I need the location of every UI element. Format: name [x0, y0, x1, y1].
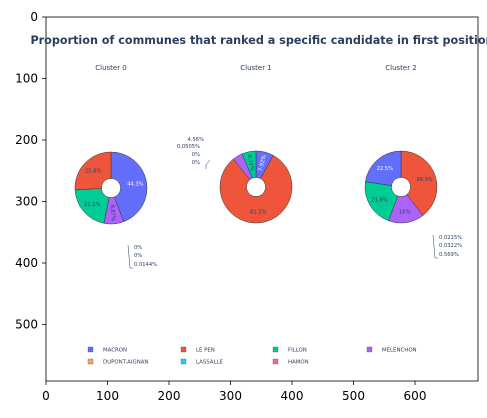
cluster-1-title: Cluster 1	[240, 64, 272, 72]
callout-label: 0.0505%	[177, 144, 200, 150]
legend-swatch-le-pen	[180, 346, 187, 353]
callouts-cluster-2: 0.0215% 0.0322% 0.569%	[432, 234, 462, 259]
callout-label: 0.0322%	[439, 243, 462, 249]
slice-label: 44.3%	[127, 181, 144, 187]
callout-label: 0.0215%	[439, 235, 462, 241]
legend-swatch-melenchon	[366, 346, 373, 353]
y-tick-label: 300	[15, 195, 38, 209]
donut-hole	[101, 178, 121, 198]
x-axis: 0 100 200 300 400 500 600	[42, 381, 426, 403]
slice-label: 25.8%	[85, 169, 102, 175]
donut-cluster-2: 39.3% 16% 21.6% 22.5%	[364, 150, 438, 224]
legend-label-lassalle: LASSALLE	[196, 360, 223, 366]
slice-label: 22.5%	[377, 166, 394, 172]
slice-label: 39.3%	[416, 177, 433, 183]
x-tick-label: 100	[96, 389, 119, 403]
legend-label-dupont-aignan: DUPONT-AIGNAN	[103, 360, 148, 366]
y-tick-label: 200	[15, 133, 38, 147]
slice-label: 8.87%	[109, 204, 116, 221]
x-tick-label: 400	[281, 389, 304, 403]
callout-label: 4.56%	[188, 137, 205, 143]
callout-label: 0.569%	[439, 252, 459, 258]
slice-label: 6.31%	[246, 154, 255, 171]
legend-label-macron: MACRON	[103, 348, 127, 354]
callouts-cluster-0: 0% 0% 0.0144%	[127, 244, 157, 269]
y-tick-label: 100	[15, 72, 38, 86]
legend-label-fillon: FILLON	[288, 348, 307, 354]
slice-label: 21.6%	[371, 197, 388, 203]
legend-label-melenchon: MÉLENCHON	[382, 346, 417, 354]
legend-label-hamon: HAMON	[288, 360, 309, 366]
donut-cluster-1: 7.92% 81.2% 6.31%	[219, 150, 293, 224]
slice-label: 7.92%	[258, 154, 268, 172]
y-axis: 0 100 200 300 400 500	[15, 10, 46, 332]
donut-cluster-0: 44.3% 8.87% 21.1% 25.8%	[74, 151, 148, 225]
callout-leader	[127, 244, 133, 269]
legend-swatch-lassalle	[180, 358, 187, 365]
callouts-cluster-1: 4.56% 0.0505% 0% 0%	[177, 137, 211, 169]
legend: MACRON DUPONT-AIGNAN LE PEN LASSALLE FIL…	[87, 346, 417, 366]
callout-label: 0%	[192, 160, 200, 166]
donut-hole	[391, 177, 411, 197]
legend-swatch-fillon	[272, 346, 279, 353]
callout-leader	[205, 159, 211, 169]
cluster-0-title: Cluster 0	[95, 64, 127, 72]
slice-label: 16%	[399, 209, 411, 215]
donut-hole	[246, 177, 266, 197]
callout-leader	[432, 234, 438, 259]
legend-swatch-hamon	[272, 358, 279, 365]
callout-label: 0%	[134, 245, 142, 251]
y-tick-label: 400	[15, 256, 38, 270]
cluster-2-title: Cluster 2	[385, 64, 417, 72]
legend-swatch-macron	[87, 346, 94, 353]
x-tick-label: 600	[404, 389, 427, 403]
x-tick-label: 0	[42, 389, 50, 403]
legend-label-le-pen: LE PEN	[196, 348, 215, 354]
slice-label: 21.1%	[84, 202, 101, 208]
callout-label: 0.0144%	[134, 262, 157, 268]
y-tick-label: 500	[15, 318, 38, 332]
x-tick-label: 300	[219, 389, 242, 403]
callout-label: 0%	[134, 253, 142, 259]
slice-label: 81.2%	[250, 209, 267, 215]
x-tick-label: 500	[342, 389, 365, 403]
callout-label: 0%	[192, 152, 200, 158]
chart-title: Proportion of communes that ranked a spe…	[30, 34, 487, 47]
y-tick-label: 0	[30, 10, 38, 24]
x-tick-label: 200	[158, 389, 181, 403]
legend-swatch-dupont-aignan	[87, 358, 94, 365]
